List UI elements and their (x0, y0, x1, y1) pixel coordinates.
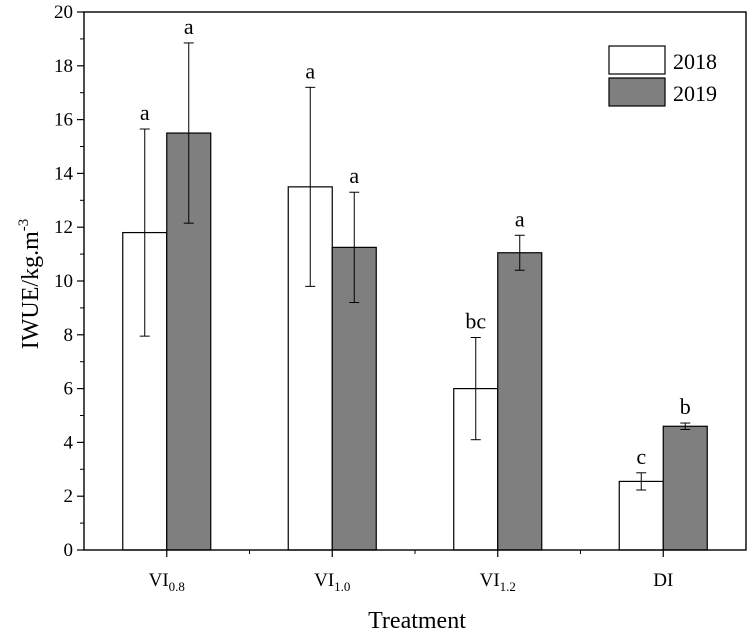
y-tick-label-6: 12 (54, 217, 73, 238)
x-tick-label-subscript-0: 0.8 (169, 579, 185, 594)
x-tick-label-subscript-1: 1.0 (334, 579, 350, 594)
y-axis-title-superscript: -3 (16, 219, 32, 232)
y-tick-label-2: 4 (64, 432, 74, 453)
significance-letter-2018-3: c (636, 444, 646, 469)
y-tick-label-1: 2 (64, 486, 74, 507)
x-axis-title: Treatment (368, 608, 466, 632)
x-tick-label-2: VI1.2 (480, 570, 516, 594)
significance-letter-2018-2: bc (465, 308, 486, 333)
significance-letter-group: a a a a bc a c b (140, 14, 691, 469)
significance-letter-2019-1: a (349, 163, 359, 188)
y-axis-title-main: IWUE/kg.m (18, 231, 44, 349)
x-tick-label-main-2: VI (480, 570, 500, 591)
x-tick-label-3: DI (653, 570, 673, 591)
significance-letter-2019-3: b (680, 394, 691, 419)
bar-2019-2 (497, 252, 543, 551)
bar-2019-3 (662, 425, 708, 551)
significance-letter-2018-0: a (140, 100, 150, 125)
y-tick-label-8: 16 (54, 110, 73, 131)
legend-label-2018: 2018 (673, 49, 717, 74)
y-tick-label-4: 8 (64, 325, 74, 346)
plot-frame (83, 11, 747, 551)
y-axis-title: IWUE/kg.m-3 (16, 219, 44, 349)
bar-2018-3 (618, 480, 664, 551)
y-tick-label-10: 20 (54, 2, 73, 23)
y-tick-label-3: 6 (64, 379, 74, 400)
error-bar-group (139, 42, 691, 491)
y-tick-label-9: 18 (54, 56, 73, 77)
legend-swatch-2019 (608, 77, 666, 107)
x-tick-label-main-3: DI (653, 570, 673, 591)
bar-group (122, 132, 708, 551)
x-tick-label-0: VI0.8 (149, 570, 185, 594)
legend-label-2019: 2019 (673, 81, 717, 106)
x-tick-label-subscript-2: 1.2 (500, 579, 516, 594)
y-tick-label-7: 14 (54, 163, 74, 184)
y-tick-label-5: 10 (54, 271, 73, 292)
legend: 2018 2019 (608, 45, 717, 107)
significance-letter-2019-2: a (515, 206, 525, 231)
legend-swatch-2018 (608, 45, 666, 75)
x-tick-label-main-1: VI (314, 570, 334, 591)
x-tick-label-main-0: VI (149, 570, 169, 591)
y-tick-label-0: 0 (64, 540, 74, 561)
significance-letter-2018-1: a (305, 58, 315, 83)
significance-letter-2019-0: a (184, 14, 194, 39)
x-tick-label-1: VI1.0 (314, 570, 350, 594)
